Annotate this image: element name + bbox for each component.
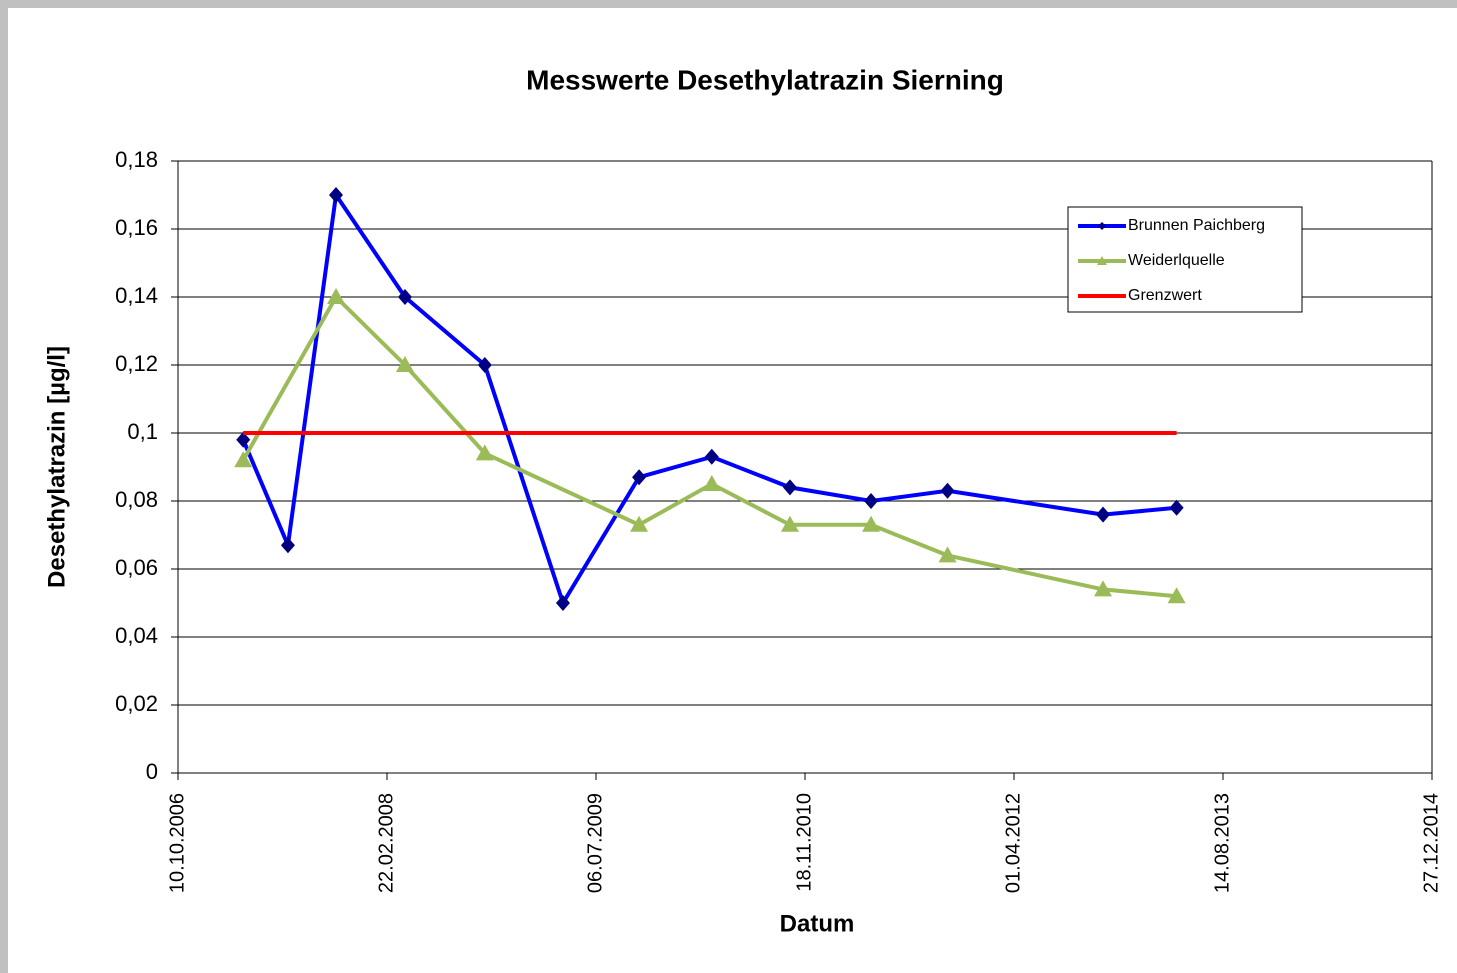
marker: [1167, 587, 1186, 604]
y-tick-label: 0,08: [115, 487, 158, 512]
x-tick-label: 06.07.2009: [584, 793, 606, 893]
x-tick-label: 14.08.2013: [1211, 793, 1233, 893]
marker: [1094, 580, 1113, 597]
marker: [704, 448, 719, 465]
x-tick-label: 27.12.2014: [1420, 793, 1442, 893]
legend-label: Weiderlquelle: [1128, 252, 1225, 269]
y-tick-label: 0,04: [115, 623, 158, 648]
y-tick-label: 0: [146, 759, 158, 784]
marker: [1169, 499, 1184, 516]
marker: [395, 356, 414, 372]
marker: [632, 469, 647, 486]
marker: [397, 289, 412, 305]
marker: [280, 537, 295, 554]
marker: [702, 475, 721, 491]
y-tick-label: 0,16: [115, 215, 158, 240]
legend-label: Brunnen Paichberg: [1128, 217, 1265, 234]
marker: [477, 357, 492, 373]
legend-label: Grenzwert: [1128, 287, 1202, 304]
y-axis-label: Desethylatrazin [µg/l]: [43, 346, 70, 588]
marker: [1096, 506, 1111, 523]
marker: [234, 451, 253, 468]
marker: [630, 515, 649, 532]
y-tick-label: 0,02: [115, 691, 158, 716]
marker: [862, 515, 881, 532]
legend-marker: [1098, 222, 1106, 230]
x-tick-label: 18.11.2010: [793, 793, 815, 892]
y-tick-label: 0,06: [115, 555, 158, 580]
marker: [327, 288, 346, 304]
marker: [236, 431, 251, 448]
marker: [780, 515, 799, 532]
x-axis-label: Datum: [780, 910, 855, 937]
marker: [938, 546, 957, 563]
marker: [864, 493, 879, 509]
marker: [940, 482, 955, 499]
legend-marker: [1097, 256, 1107, 265]
y-tick-label: 0,14: [115, 283, 158, 308]
chart-background: [8, 8, 1457, 973]
x-tick-label: 01.04.2012: [1002, 793, 1024, 893]
y-tick-label: 0,12: [115, 351, 158, 376]
x-tick-label: 10.10.2006: [166, 793, 188, 893]
x-tick-label: 22.02.2008: [375, 793, 397, 893]
marker: [329, 187, 344, 203]
marker: [475, 444, 494, 461]
marker: [555, 595, 570, 611]
marker: [782, 479, 797, 496]
y-tick-label: 0,1: [127, 419, 158, 444]
y-tick-label: 0,18: [115, 147, 158, 172]
chart-title: Messwerte Desethylatrazin Sierning: [526, 64, 1004, 95]
